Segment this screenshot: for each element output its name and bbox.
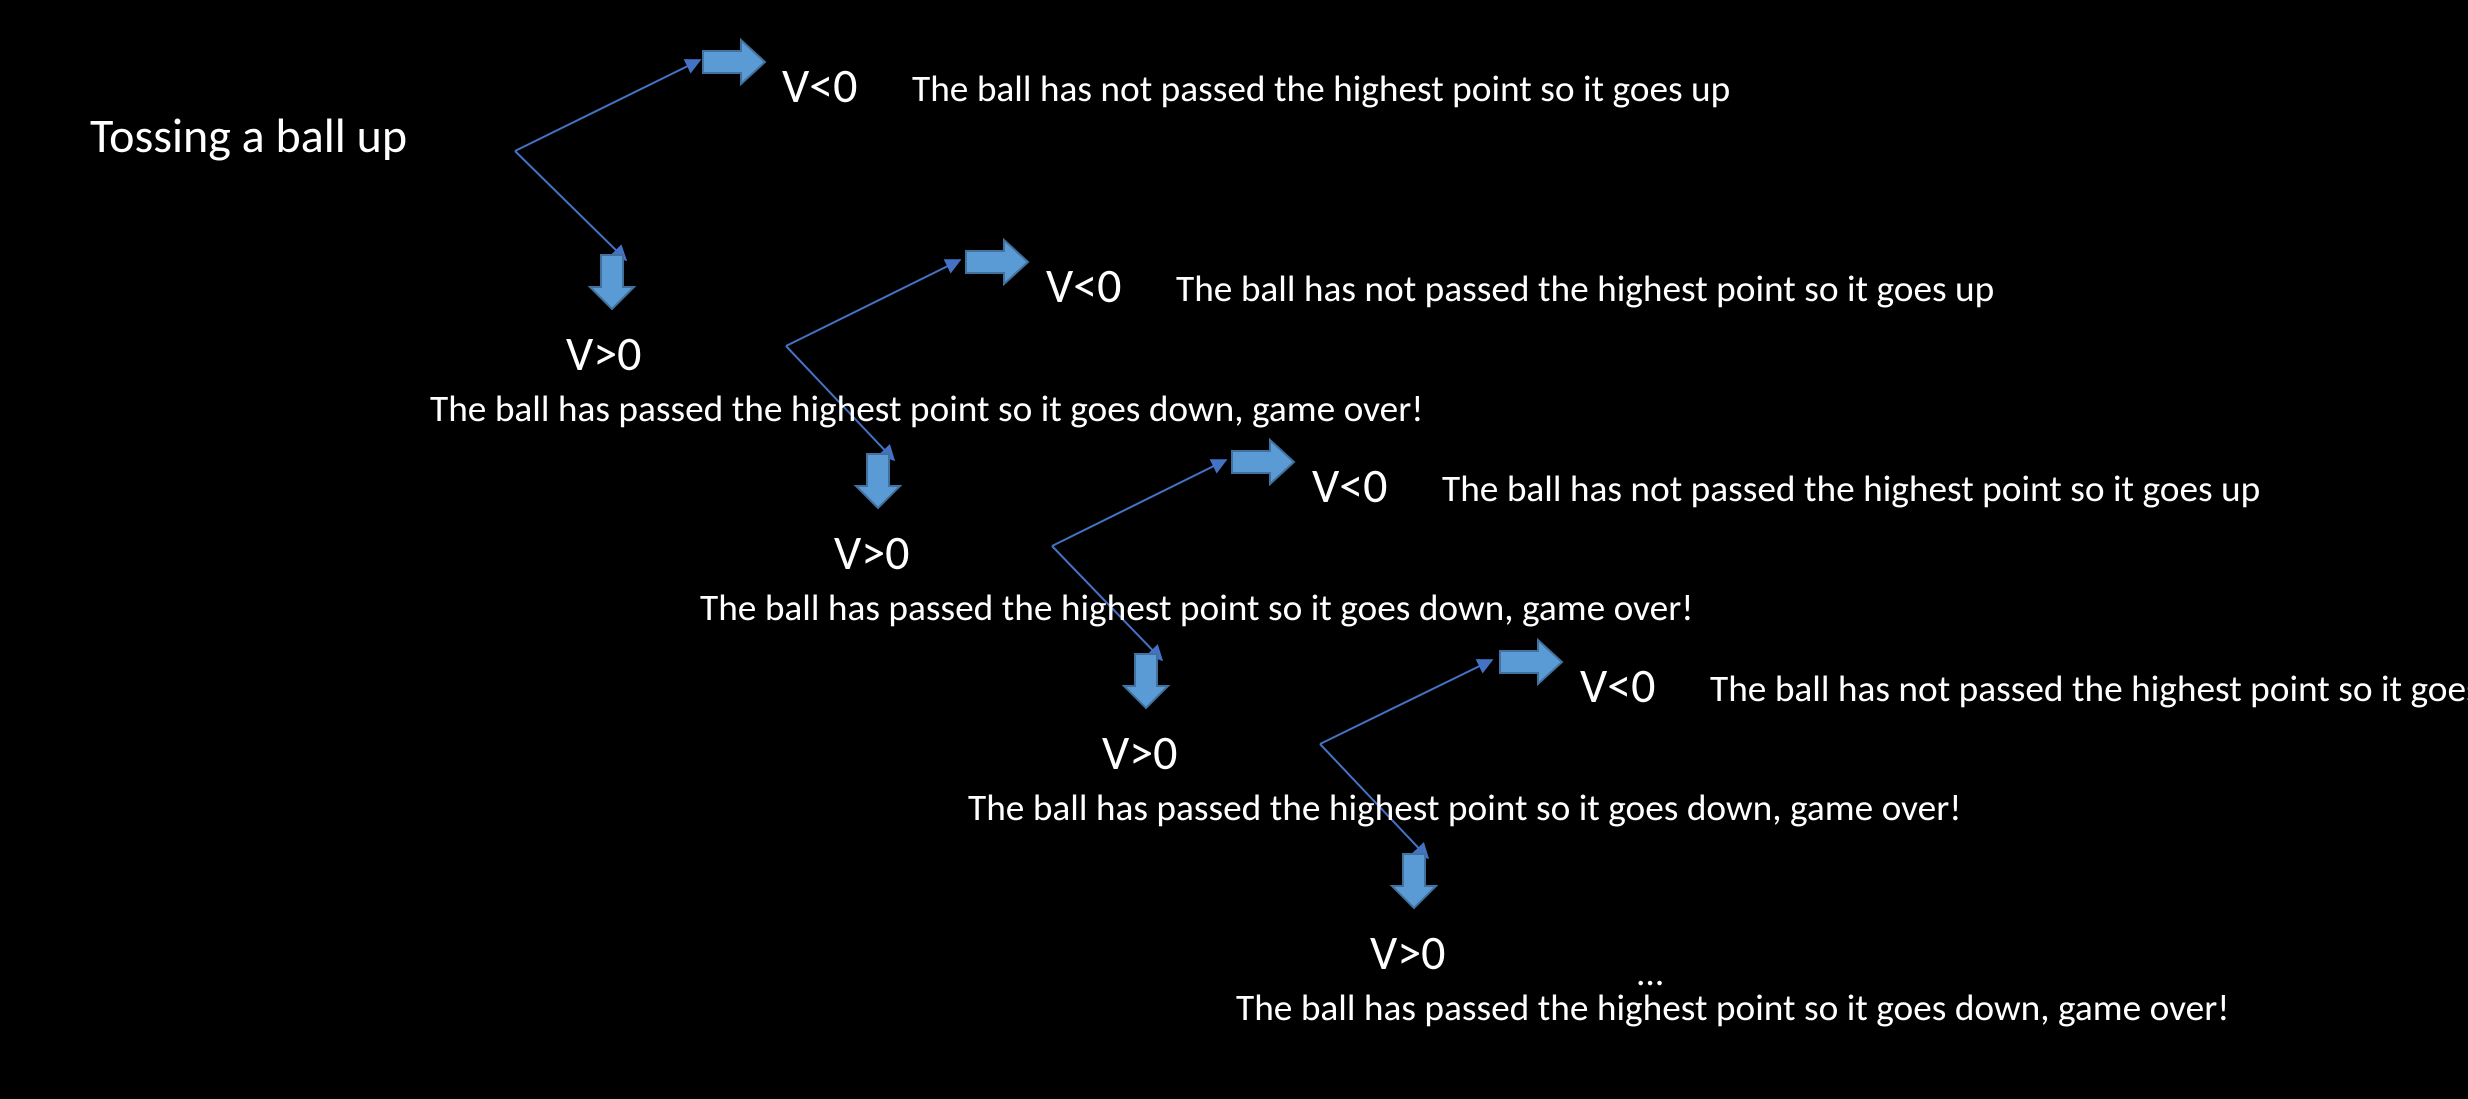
arrow-down-icon: [1392, 854, 1436, 908]
arrow-right-icon: [966, 240, 1028, 284]
branch-up-label: V<0: [1312, 456, 1387, 515]
start-label: Tossing a ball up: [90, 106, 407, 165]
detail-up-text: The ball has not passed the highest poin…: [912, 66, 1730, 112]
connector-line: [515, 60, 700, 151]
detail-up-text: The ball has not passed the highest poin…: [1710, 666, 2468, 712]
branch-down-label: V>0: [834, 523, 909, 582]
connector-line: [1320, 660, 1492, 744]
detail-down-text: The ball has passed the highest point so…: [430, 386, 1423, 432]
arrow-down-icon: [856, 454, 900, 508]
branch-down-label: V>0: [1370, 923, 1445, 982]
detail-up-text: The ball has not passed the highest poin…: [1442, 466, 2260, 512]
branch-up-label: V<0: [1580, 656, 1655, 715]
branch-up-label: V<0: [782, 56, 857, 115]
diagram-stage: Tossing a ball up V<0 V>0 V<0 V>0 V<0 V>…: [0, 0, 2468, 1099]
detail-down-text: The ball has passed the highest point so…: [1236, 985, 2229, 1031]
arrow-right-icon: [703, 40, 765, 84]
detail-down-text: The ball has passed the highest point so…: [968, 785, 1961, 831]
detail-down-text: The ball has passed the highest point so…: [700, 585, 1693, 631]
arrow-right-icon: [1500, 640, 1562, 684]
branch-up-label: V<0: [1046, 256, 1121, 315]
connector-line: [515, 151, 626, 260]
arrow-down-icon: [590, 255, 634, 309]
detail-up-text: The ball has not passed the highest poin…: [1176, 266, 1994, 312]
connector-line: [786, 260, 960, 346]
branch-down-label: V>0: [1102, 723, 1177, 782]
connector-line: [1052, 460, 1226, 546]
ellipsis-label: ...: [1636, 950, 1664, 996]
arrow-right-icon: [1232, 440, 1294, 484]
branch-down-label: V>0: [566, 324, 641, 383]
arrow-down-icon: [1124, 654, 1168, 708]
